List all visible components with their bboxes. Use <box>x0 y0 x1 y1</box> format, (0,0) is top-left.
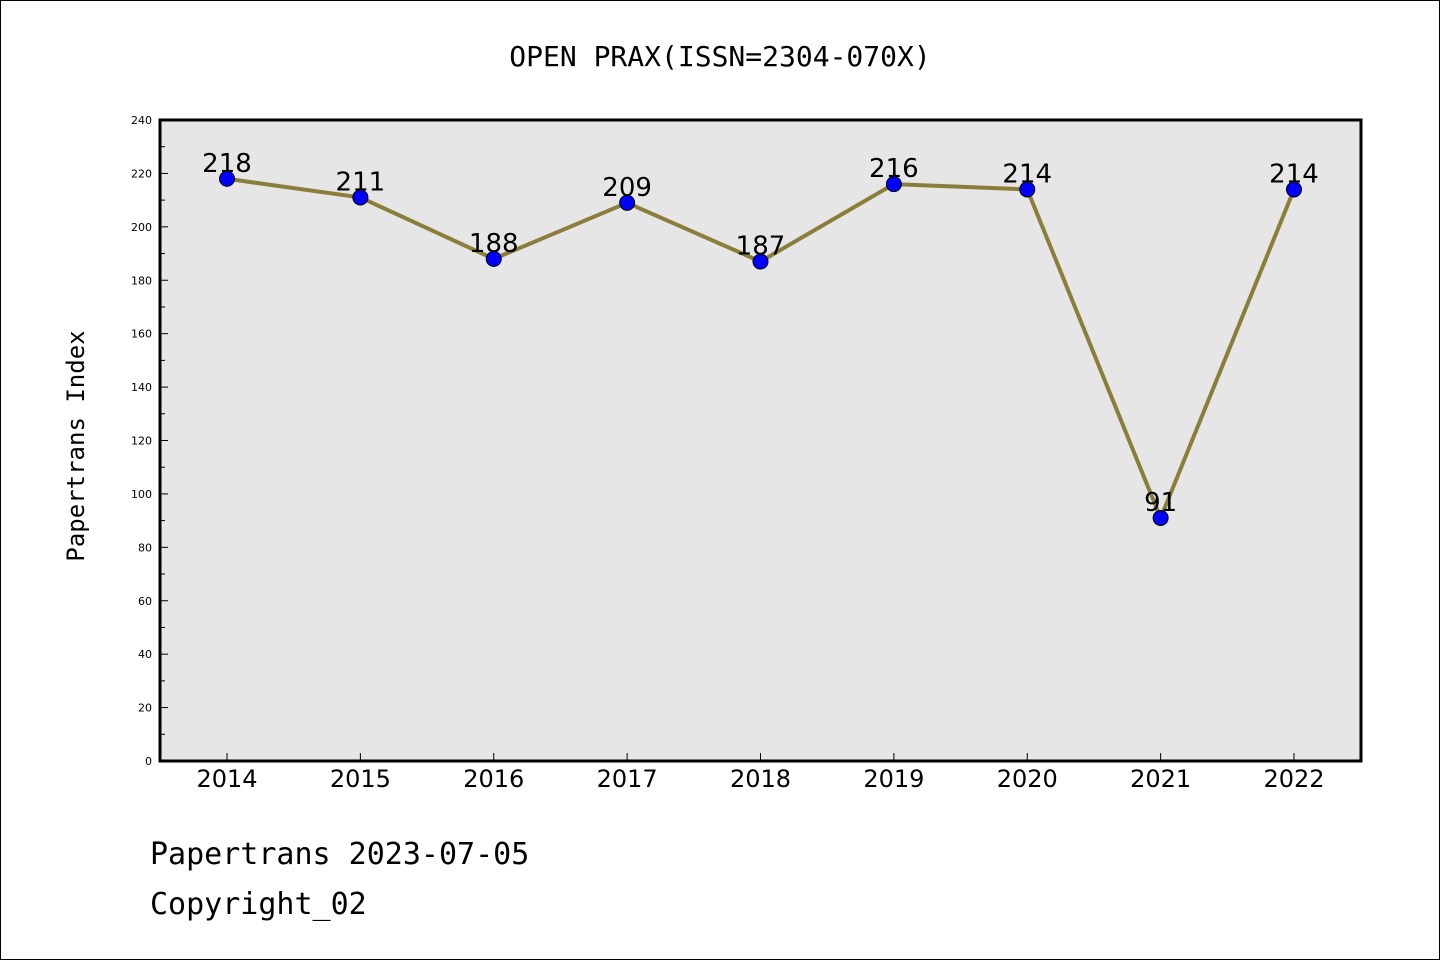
data-point <box>352 189 369 206</box>
y-tick-label: 40 <box>138 648 152 661</box>
plot-border <box>158 118 1363 763</box>
data-markers <box>219 170 1302 526</box>
data-label: 209 <box>602 173 652 203</box>
data-point <box>1152 509 1169 526</box>
y-tick-label: 80 <box>138 541 152 554</box>
y-tick-label: 160 <box>131 328 152 341</box>
x-tick-label: 2015 <box>330 765 391 793</box>
x-tick-label: 2016 <box>463 765 524 793</box>
data-point <box>219 170 235 187</box>
x-tick-label: 2022 <box>1263 765 1324 793</box>
x-tick-label: 2021 <box>1130 765 1191 793</box>
data-label: 91 <box>1144 488 1177 518</box>
data-point <box>485 250 502 267</box>
y-tick-label: 20 <box>138 702 152 715</box>
data-point <box>1019 181 1036 198</box>
data-label: 187 <box>736 232 786 262</box>
data-label: 218 <box>202 149 252 179</box>
footer-date-label: Papertrans 2023-07-05 <box>150 837 529 872</box>
y-tick-label: 240 <box>131 114 152 127</box>
axis-ticks: 0 20 40 60 80 100 120 140 160 180 200 220 240 2014 201… <box>131 114 1325 793</box>
data-label: 188 <box>469 229 519 259</box>
data-point <box>885 176 902 193</box>
data-label: 211 <box>336 167 386 197</box>
footer-copyright-label: Copyright_02 <box>150 887 367 922</box>
y-axis-label: Papertrans Index <box>62 330 90 561</box>
data-point <box>752 253 769 270</box>
data-label: 216 <box>869 154 919 184</box>
y-tick-label: 100 <box>131 488 152 501</box>
x-tick-label: 2018 <box>730 765 791 793</box>
plot-area <box>160 120 1361 761</box>
data-label: 214 <box>1269 159 1319 189</box>
x-tick-label: 2019 <box>863 765 924 793</box>
data-labels: 218 211 188 209 187 216 214 91 214 <box>202 149 1319 518</box>
y-tick-label: 0 <box>145 755 152 768</box>
data-label: 214 <box>1002 159 1052 189</box>
y-tick-label: 200 <box>131 221 152 234</box>
x-tick-label: 2017 <box>597 765 658 793</box>
x-tick-label: 2014 <box>196 765 257 793</box>
y-tick-label: 120 <box>131 435 152 448</box>
data-point <box>619 194 636 211</box>
chart-title: OPEN PRAX(ISSN=2304-070X) <box>509 40 930 73</box>
y-tick-label: 220 <box>131 167 152 180</box>
data-point <box>1286 181 1302 198</box>
y-tick-label: 60 <box>138 595 152 608</box>
y-tick-label: 140 <box>131 381 152 394</box>
x-tick-label: 2020 <box>997 765 1058 793</box>
y-tick-label: 180 <box>131 274 152 287</box>
